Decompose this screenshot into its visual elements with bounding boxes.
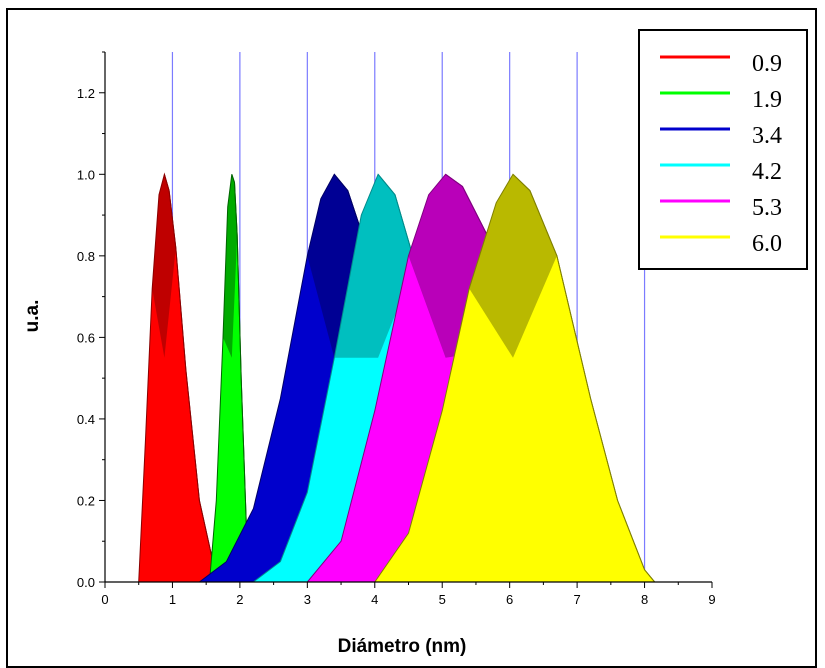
legend-label-6.0: 6.0 [752, 231, 782, 257]
x-tick-label-3: 3 [304, 592, 311, 607]
series-shade-6.0 [469, 174, 557, 358]
legend-label-0.9: 0.9 [752, 51, 782, 77]
x-tick-label-4: 4 [371, 592, 378, 607]
y-tick-label-1.2: 1.2 [77, 86, 95, 101]
y-tick-label-0.4: 0.4 [77, 412, 95, 427]
y-tick-label-0.8: 0.8 [77, 249, 95, 264]
series-area-0.9 [138, 172, 228, 583]
y-tick-label-0.6: 0.6 [77, 330, 95, 345]
y-tick-label-1.0: 1.0 [77, 167, 95, 182]
axes [99, 51, 713, 588]
x-tick-label-2: 2 [236, 592, 243, 607]
x-tick-label-1: 1 [169, 592, 176, 607]
legend-label-3.4: 3.4 [752, 123, 782, 149]
y-tick-label-0.2: 0.2 [77, 493, 95, 508]
y-axis-title: u.a. [22, 300, 43, 333]
legend-label-1.9: 1.9 [752, 87, 782, 113]
x-tick-label-0: 0 [101, 592, 108, 607]
series-shade-0.9 [152, 174, 176, 358]
series-areas [138, 172, 656, 583]
series-shade-1.9 [223, 174, 238, 358]
x-tick-label-9: 9 [708, 592, 715, 607]
legend-box [638, 29, 808, 270]
series-tail-line-6.0 [512, 173, 656, 583]
x-axis-title: Diámetro (nm) [338, 636, 467, 657]
x-tick-label-8: 8 [641, 592, 648, 607]
y-tick-label-0.0: 0.0 [77, 575, 95, 590]
tick-labels: 0 1 2 3 4 5 6 7 8 9 0.0 0.2 0.4 0.6 0.8 1.0 1.2 [77, 86, 716, 607]
series-shade-4.2 [334, 174, 416, 358]
x-tick-label-6: 6 [506, 592, 513, 607]
legend-label-5.3: 5.3 [752, 195, 782, 221]
x-tick-label-5: 5 [439, 592, 446, 607]
legend: 0.9 1.9 3.4 4.2 5.3 6.0 [638, 29, 808, 270]
x-tick-label-7: 7 [573, 592, 580, 607]
legend-label-4.2: 4.2 [752, 159, 782, 185]
